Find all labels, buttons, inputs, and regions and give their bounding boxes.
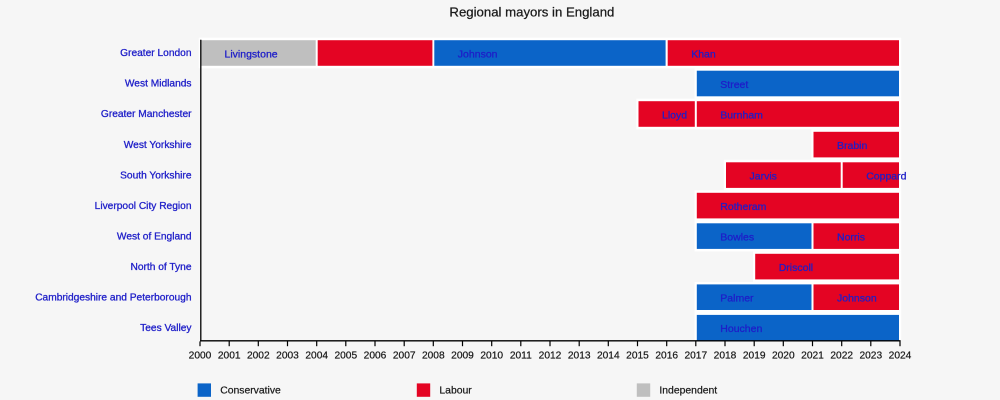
svg-text:Khan: Khan	[691, 48, 716, 60]
svg-text:2003: 2003	[276, 351, 299, 362]
svg-text:Lloyd: Lloyd	[662, 109, 687, 121]
svg-text:Palmer: Palmer	[720, 293, 754, 305]
svg-text:2023: 2023	[859, 351, 882, 362]
svg-text:Tees Valley: Tees Valley	[140, 323, 192, 334]
svg-text:2024: 2024	[889, 351, 912, 362]
svg-text:Burnham: Burnham	[720, 109, 763, 121]
svg-text:Norris: Norris	[837, 231, 865, 243]
svg-text:Driscoll: Driscoll	[779, 262, 813, 274]
svg-text:Jarvis: Jarvis	[750, 170, 777, 182]
svg-text:2018: 2018	[714, 351, 737, 362]
svg-text:Cambridgeshire and Peterboroug: Cambridgeshire and Peterborough	[35, 292, 191, 303]
svg-text:2000: 2000	[189, 351, 212, 362]
svg-text:Liverpool City Region: Liverpool City Region	[95, 201, 192, 212]
svg-text:2022: 2022	[830, 351, 853, 362]
svg-text:Coppard: Coppard	[866, 170, 906, 182]
svg-text:West of England: West of England	[117, 231, 192, 242]
svg-text:2004: 2004	[305, 351, 328, 362]
svg-text:2016: 2016	[655, 351, 678, 362]
svg-text:2009: 2009	[451, 351, 474, 362]
svg-text:Street: Street	[720, 79, 748, 91]
svg-text:2020: 2020	[772, 351, 795, 362]
svg-text:2021: 2021	[801, 351, 824, 362]
svg-text:2019: 2019	[743, 351, 766, 362]
svg-text:Regional mayors in England: Regional mayors in England	[449, 4, 614, 19]
svg-text:Johnson: Johnson	[837, 293, 877, 305]
svg-text:North of Tyne: North of Tyne	[131, 262, 192, 273]
svg-text:Brabin: Brabin	[837, 140, 868, 152]
svg-text:2002: 2002	[247, 351, 270, 362]
svg-text:2007: 2007	[393, 351, 416, 362]
svg-text:Rotheram: Rotheram	[720, 201, 766, 213]
svg-text:Greater Manchester: Greater Manchester	[101, 109, 192, 120]
svg-text:2005: 2005	[334, 351, 357, 362]
svg-text:West Yorkshire: West Yorkshire	[124, 140, 192, 151]
svg-text:Conservative: Conservative	[220, 386, 281, 397]
svg-text:2006: 2006	[364, 351, 387, 362]
svg-text:Johnson: Johnson	[458, 48, 498, 60]
svg-text:2015: 2015	[626, 351, 649, 362]
svg-text:2012: 2012	[539, 351, 562, 362]
svg-text:2013: 2013	[568, 351, 591, 362]
svg-text:2008: 2008	[422, 351, 445, 362]
svg-text:Greater London: Greater London	[120, 48, 191, 59]
svg-text:Labour: Labour	[439, 386, 472, 397]
svg-text:West Midlands: West Midlands	[125, 79, 192, 90]
svg-text:Livingstone: Livingstone	[225, 48, 278, 60]
svg-text:Independent: Independent	[659, 386, 717, 397]
svg-text:2011: 2011	[510, 351, 532, 362]
svg-text:Houchen: Houchen	[720, 323, 762, 335]
svg-text:South Yorkshire: South Yorkshire	[120, 170, 192, 181]
svg-text:2014: 2014	[597, 351, 620, 362]
svg-text:Bowles: Bowles	[720, 231, 754, 243]
svg-text:2017: 2017	[684, 351, 707, 362]
svg-text:2010: 2010	[480, 351, 503, 362]
svg-text:2001: 2001	[218, 351, 241, 362]
